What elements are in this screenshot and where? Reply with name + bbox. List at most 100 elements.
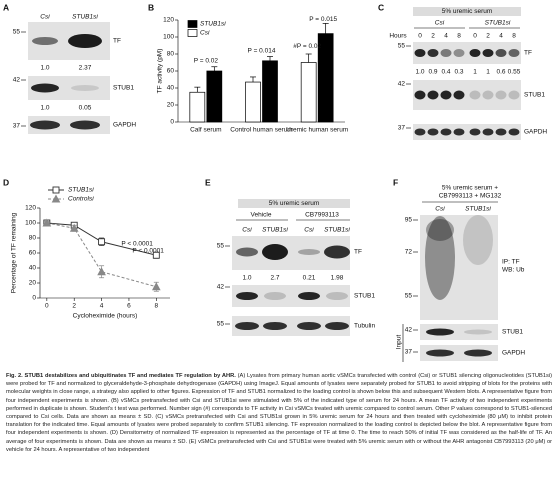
mw-marker: 37 (13, 123, 21, 130)
blot-band (426, 219, 454, 241)
x-tick-label: 6 (127, 303, 131, 310)
blot-band (325, 322, 349, 330)
blot-label: IP: TF (502, 259, 520, 266)
annotation: P = 0.014 (248, 47, 276, 54)
legend-label: Controlsi (68, 196, 94, 203)
header: 5% uremic serum + (442, 185, 498, 192)
blot-band (427, 128, 439, 136)
blot-band (236, 292, 258, 300)
blot-band (453, 128, 465, 136)
mw-marker: 42 (13, 77, 21, 84)
data-point (97, 267, 106, 276)
blot-band (453, 49, 465, 57)
y-tick-label: 100 (163, 34, 174, 41)
level: 1 (473, 69, 477, 76)
mw-marker: 55 (217, 243, 225, 250)
error-bar (305, 53, 312, 63)
blot-band (464, 329, 492, 335)
y-tick-label: 20 (29, 280, 37, 287)
level: 1 (486, 69, 490, 76)
blot-band (324, 245, 350, 259)
blot-band (326, 292, 348, 300)
annotation: P = 0.02 (194, 58, 219, 65)
series-line (46, 222, 157, 288)
hour: 0 (473, 33, 477, 40)
level: 1.98 (331, 275, 344, 282)
panel-label: D (3, 177, 9, 187)
blot-band (414, 90, 426, 100)
legend-marker (51, 194, 61, 203)
level: 1.0 (40, 105, 49, 112)
blot-label: Tubulin (354, 323, 375, 330)
panel-label: E (205, 177, 211, 187)
level: 0.55 (508, 69, 521, 76)
level: 0.9 (428, 69, 437, 76)
level: 0.21 (303, 275, 316, 282)
legend-label: Csi (200, 30, 210, 37)
y-axis-label: Percentage of TF remaining (11, 212, 18, 293)
lane-label: Csi (304, 227, 314, 234)
y-tick-label: 120 (163, 17, 174, 24)
blot-label: WB: Ub (502, 267, 525, 274)
hour: 4 (499, 33, 503, 40)
blot (420, 324, 498, 340)
legend-swatch (187, 20, 198, 28)
blot-band (469, 90, 481, 100)
mw-marker: 42 (405, 327, 413, 334)
blot-label: TF (524, 50, 532, 57)
legend-marker (52, 186, 60, 194)
blot-band (30, 120, 60, 130)
blot (420, 345, 498, 361)
group-label: CB7993113 (305, 212, 339, 219)
level: 1.0 (242, 275, 251, 282)
lane-label: STUB1si (465, 206, 491, 213)
x-tick-label: Control human serum (230, 127, 293, 134)
bar (300, 62, 317, 123)
data-point (151, 282, 161, 291)
blot-band (469, 49, 481, 57)
mw-marker: 37 (405, 349, 413, 356)
x-tick-label: Uremic human serum (286, 127, 348, 134)
blot-band (495, 49, 507, 57)
blot (232, 316, 350, 336)
data-point (152, 251, 160, 259)
mw-marker: 55 (405, 293, 413, 300)
blot-label: GAPDH (524, 129, 547, 136)
blot-band (32, 37, 58, 45)
level: 1.0 (40, 65, 49, 72)
panel-label: C (378, 2, 384, 12)
header: CB7993113 + MG132 (439, 193, 502, 200)
blot-band (426, 328, 454, 336)
blot-band (508, 90, 520, 100)
blot-band (440, 128, 452, 136)
blot-band (68, 34, 102, 48)
group-label: STUB1si (485, 20, 511, 27)
blot-band (298, 292, 320, 300)
y-tick-label: 40 (167, 85, 175, 92)
y-tick-label: 100 (25, 220, 36, 227)
x-axis-label: Cycloheximide (hours) (73, 313, 138, 320)
header-box (238, 199, 350, 208)
blot-band (414, 49, 426, 57)
mw-marker: 55 (398, 43, 406, 50)
legend-label: STUB1si (200, 21, 226, 28)
x-tick-label: 2 (72, 303, 76, 310)
x-tick-label: Calf serum (190, 127, 221, 134)
blot-band (453, 90, 465, 100)
blot-band (236, 247, 258, 257)
data-point (42, 218, 52, 227)
blot-band (298, 249, 320, 255)
group-label: Csi (435, 20, 445, 27)
caption-title: Fig. 2. STUB1 destabilizes and ubiquitin… (6, 373, 236, 379)
mw-marker: 72 (405, 249, 413, 256)
blot-band (427, 90, 439, 100)
legend-label: STUB1si (68, 187, 94, 194)
blot-label: STUB1 (354, 293, 375, 300)
blot-label: TF (354, 249, 362, 256)
x-tick-label: 0 (45, 303, 49, 310)
bar (245, 81, 261, 123)
y-axis-label: TF activity (pM) (157, 49, 164, 94)
data-point (98, 238, 106, 246)
